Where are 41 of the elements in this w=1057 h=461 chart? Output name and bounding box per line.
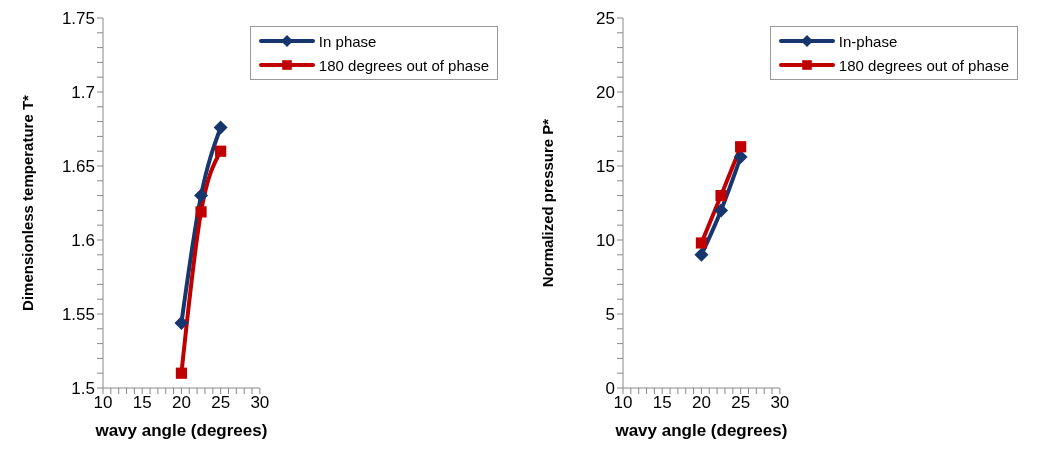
x-tick-label: 25 — [731, 393, 751, 413]
y-tick-label: 1.75 — [61, 9, 95, 29]
point — [215, 145, 227, 157]
y-axis-title: Normalized pressure P* — [539, 118, 557, 288]
point — [694, 247, 709, 262]
point — [733, 150, 748, 165]
x-tick-label: 10 — [93, 393, 113, 413]
point — [735, 141, 747, 153]
y-tick-label: 15 — [596, 157, 615, 177]
legend-label: 180 degrees out of phase — [318, 56, 489, 74]
y-tick-label: 20 — [596, 83, 615, 103]
y-tick-label: 25 — [596, 9, 615, 29]
legend-label: In phase — [318, 32, 377, 50]
point — [174, 315, 189, 330]
y-tick-label: 0 — [605, 379, 615, 399]
y-axis-title: Dimensionless temperature T* — [19, 94, 37, 311]
y-tick-label: 1.5 — [71, 379, 95, 399]
point — [213, 120, 228, 135]
point — [715, 190, 727, 202]
y-tick-label: 1.6 — [71, 231, 95, 251]
x-axis-title: wavy angle (degrees) — [614, 421, 788, 440]
x-tick-label: 15 — [652, 393, 672, 413]
x-tick-label: 30 — [250, 393, 270, 413]
point — [714, 203, 729, 218]
y-tick-label: 1.65 — [61, 157, 95, 177]
x-axis-title: wavy angle (degrees) — [94, 421, 268, 440]
x-tick-label: 20 — [171, 393, 191, 413]
point — [175, 367, 188, 379]
y-tick-label: 1.7 — [71, 83, 95, 103]
y-tick-label: 10 — [596, 231, 615, 251]
y-tick-label: 1.55 — [61, 305, 95, 325]
x-tick-label: 30 — [770, 393, 790, 413]
point — [195, 206, 207, 218]
legend-label: 180 degrees out of phase — [838, 56, 1009, 74]
y-tick-label: 5 — [605, 305, 615, 325]
x-tick-label: 20 — [691, 393, 711, 413]
point — [695, 237, 708, 249]
point — [194, 188, 209, 203]
x-tick-label: 15 — [132, 393, 152, 413]
x-tick-label: 25 — [211, 393, 231, 413]
legend-label: In-phase — [838, 32, 898, 50]
